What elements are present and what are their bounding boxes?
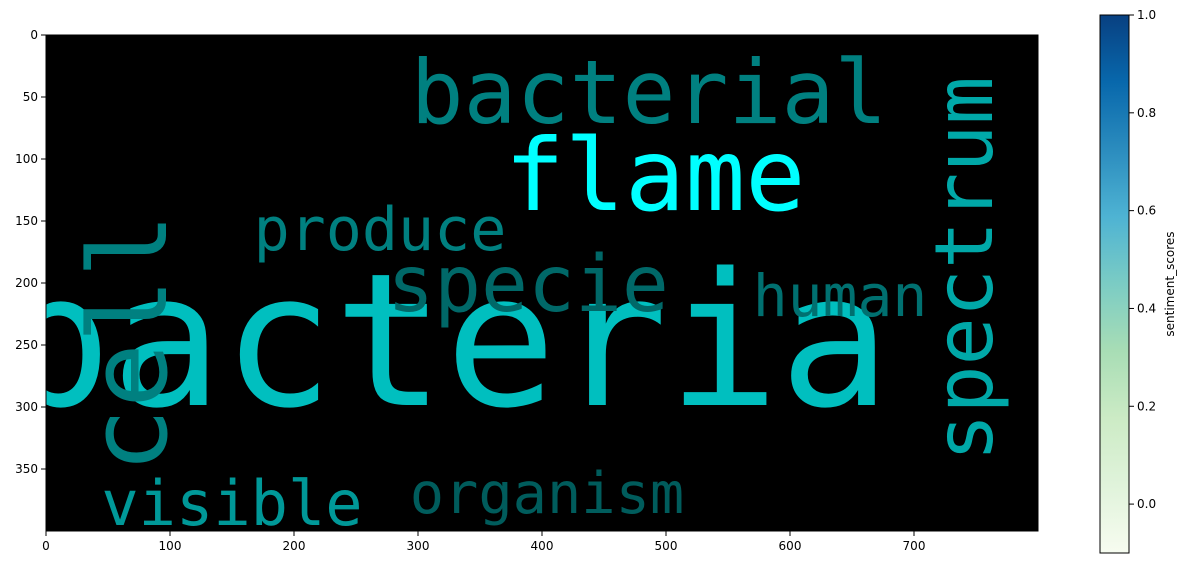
colorbar-label: sentiment_scores <box>1163 231 1177 336</box>
y-tick-label: 350 <box>15 462 38 476</box>
x-tick-label: 600 <box>779 539 802 553</box>
x-tick-label: 300 <box>407 539 430 553</box>
word-flame: flame <box>504 117 805 234</box>
y-tick-label: 0 <box>30 28 38 42</box>
y-tick-label: 100 <box>15 152 38 166</box>
colorbar-tick-label: 0.8 <box>1137 106 1156 120</box>
word-organism: organism <box>410 461 685 527</box>
x-tick-label: 400 <box>531 539 554 553</box>
colorbar-axis: 0.0 0.2 0.4 0.6 0.8 1.0 <box>1129 8 1156 511</box>
word-bacterial: bacterial <box>411 41 888 144</box>
colorbar-tick-label: 0.6 <box>1137 204 1156 218</box>
word-human: human <box>753 262 928 330</box>
x-tick-label: 100 <box>159 539 182 553</box>
y-axis: 0 50 100 150 200 250 300 350 <box>15 28 46 476</box>
x-tick-label: 0 <box>42 539 50 553</box>
x-tick-label: 700 <box>903 539 926 553</box>
colorbar: 0.0 0.2 0.4 0.6 0.8 1.0 sentiment_scores <box>1099 8 1177 554</box>
word-specie: specie <box>387 240 669 330</box>
x-tick-label: 200 <box>283 539 306 553</box>
colorbar-tick-label: 0.4 <box>1137 301 1156 315</box>
colorbar-tick-label: 1.0 <box>1137 8 1156 22</box>
word-produce: produce <box>254 195 507 265</box>
x-axis: 0 100 200 300 400 500 600 700 <box>42 531 925 553</box>
word-cell: cell <box>67 213 192 473</box>
wordcloud-background <box>46 35 1038 531</box>
colorbar-tick-label: 0.2 <box>1137 399 1156 413</box>
y-tick-label: 250 <box>15 338 38 352</box>
y-tick-label: 200 <box>15 276 38 290</box>
x-tick-label: 500 <box>655 539 678 553</box>
y-tick-label: 300 <box>15 400 38 414</box>
colorbar-gradient <box>1099 14 1130 554</box>
word-spectrum: spectrum <box>918 76 1011 461</box>
colorbar-tick-label: 0.0 <box>1137 497 1156 511</box>
word-visible: visible <box>101 467 362 540</box>
y-tick-label: 150 <box>15 214 38 228</box>
y-tick-label: 50 <box>23 90 38 104</box>
word-bacteria: bacteria <box>0 233 891 449</box>
